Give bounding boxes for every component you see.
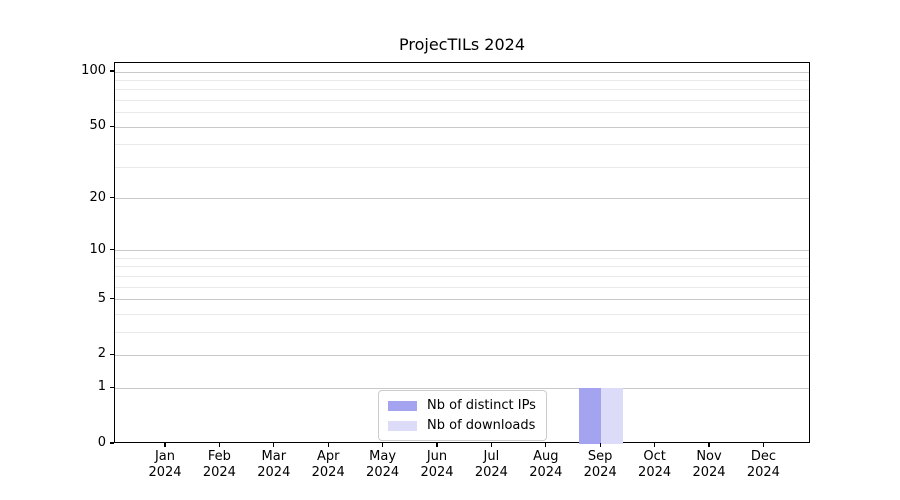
y-tick-mark (110, 197, 114, 199)
x-tick-label: Feb 2024 (189, 449, 249, 480)
y-tick-label: 2 (97, 346, 106, 362)
legend-label: Nb of distinct IPs (427, 398, 536, 413)
x-tick-year: 2024 (311, 464, 345, 480)
gridline-minor (115, 79, 809, 81)
gridline-minor (115, 331, 809, 333)
gridline-minor (115, 112, 809, 114)
x-tick-year: 2024 (529, 464, 563, 480)
x-tick-year: 2024 (366, 464, 400, 480)
y-tick-label: 100 (81, 63, 106, 79)
x-tick-year: 2024 (257, 464, 291, 480)
gridline-major (115, 299, 809, 301)
x-tick-year: 2024 (202, 464, 236, 480)
x-tick-month: May (369, 449, 397, 464)
x-tick-month: Jul (483, 449, 500, 464)
x-tick-label: Oct 2024 (625, 449, 685, 480)
legend-row: Nb of downloads (388, 417, 536, 434)
y-tick-label: 5 (97, 290, 106, 306)
gridline-minor (115, 286, 809, 288)
gridline-minor (115, 89, 809, 91)
x-tick-mark (218, 443, 220, 447)
y-tick-label: 1 (97, 379, 106, 395)
x-tick-month: Dec (750, 449, 776, 464)
gridline-minor (115, 166, 809, 168)
x-tick-month: Sep (587, 449, 613, 464)
x-tick-label: Jul 2024 (461, 449, 521, 480)
gridline-minor (115, 266, 809, 268)
x-tick-mark (762, 443, 764, 447)
plot-area: Nb of distinct IPs Nb of downloads (114, 62, 810, 444)
x-tick-month: Jun (426, 449, 448, 464)
gridline-major (115, 354, 809, 356)
x-tick-label: Jan 2024 (135, 449, 195, 480)
x-tick-mark (599, 443, 601, 447)
x-tick-label: Nov 2024 (679, 449, 739, 480)
legend-swatch (388, 420, 417, 431)
gridline-minor (115, 99, 809, 101)
x-tick-month: Aug (533, 449, 559, 464)
y-tick-mark (110, 125, 114, 127)
gridline-major (115, 250, 809, 252)
x-tick-year: 2024 (746, 464, 780, 480)
y-tick-mark (110, 249, 114, 251)
x-tick-month: Feb (207, 449, 231, 464)
y-tick-mark (110, 297, 114, 300)
x-tick-mark (327, 443, 329, 447)
x-tick-mark (708, 443, 710, 447)
x-tick-month: Mar (261, 449, 287, 464)
x-tick-mark (436, 443, 438, 447)
x-tick-mark (164, 443, 166, 447)
chart-title: ProjecTILs 2024 (398, 35, 525, 54)
legend: Nb of distinct IPs Nb of downloads (378, 390, 547, 441)
x-tick-label: Mar 2024 (244, 449, 304, 480)
x-tick-mark (382, 443, 384, 447)
legend-swatch (388, 400, 417, 411)
x-tick-label: Apr 2024 (298, 449, 358, 480)
y-tick-mark (110, 442, 114, 444)
gridline-major (115, 198, 809, 200)
x-tick-month: Oct (643, 449, 666, 464)
bar-nb-of-distinct-ips (579, 388, 602, 444)
x-tick-month: Nov (696, 449, 722, 464)
x-tick-mark (654, 443, 656, 447)
gridline-minor (115, 275, 809, 277)
x-tick-mark (273, 443, 275, 447)
x-tick-month: Jan (154, 449, 176, 464)
y-tick-mark (110, 70, 114, 72)
x-tick-month: Apr (316, 449, 340, 464)
gridline-major (115, 387, 809, 389)
x-tick-year: 2024 (638, 464, 672, 480)
x-tick-mark (545, 443, 547, 447)
x-tick-label: Sep 2024 (570, 449, 630, 480)
y-tick-label: 50 (89, 118, 106, 134)
y-tick-mark (110, 353, 114, 356)
x-tick-label: Dec 2024 (733, 449, 793, 480)
x-tick-mark (490, 443, 492, 447)
legend-label: Nb of downloads (427, 418, 536, 433)
y-tick-label: 10 (89, 241, 106, 257)
gridline-minor (115, 144, 809, 146)
x-tick-year: 2024 (583, 464, 617, 480)
gridline-major (115, 126, 809, 128)
x-tick-year: 2024 (474, 464, 508, 480)
x-tick-label: Jun 2024 (407, 449, 467, 480)
x-tick-year: 2024 (420, 464, 454, 480)
y-tick-label: 20 (89, 189, 106, 205)
x-tick-label: May 2024 (353, 449, 413, 480)
y-tick-mark (110, 386, 114, 388)
x-tick-year: 2024 (148, 464, 182, 480)
x-tick-label: Aug 2024 (516, 449, 576, 480)
gridline-major (115, 71, 809, 73)
x-tick-year: 2024 (692, 464, 726, 480)
y-tick-label: 0 (97, 435, 106, 450)
gridline-minor (115, 313, 809, 315)
legend-row: Nb of distinct IPs (388, 397, 536, 414)
gridline-minor (115, 257, 809, 259)
bar-nb-of-downloads (601, 388, 624, 444)
